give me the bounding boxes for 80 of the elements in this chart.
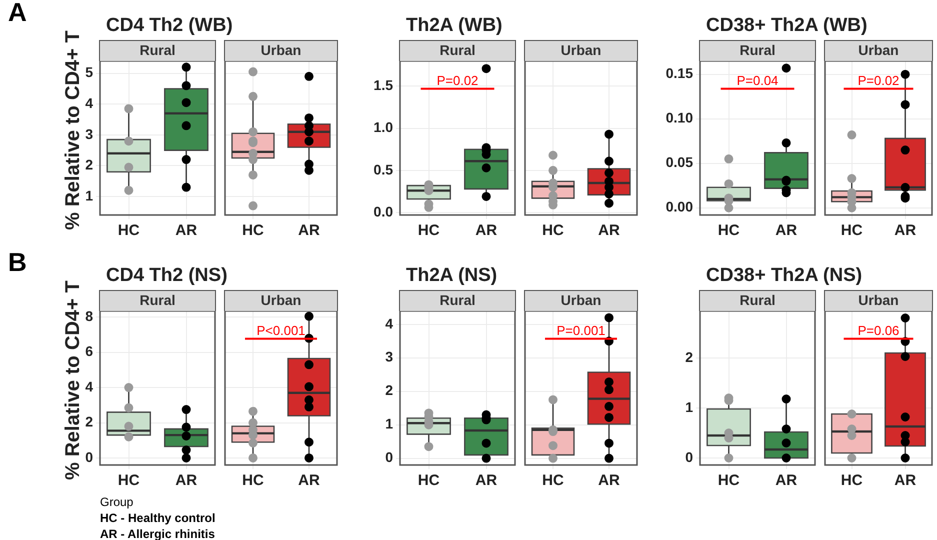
x-tick-label: HC	[542, 222, 564, 240]
y-tick-label: 0.05	[666, 154, 694, 170]
x-tick-label: HC	[242, 222, 264, 240]
chart-subtitle: Urban	[224, 290, 338, 311]
y-tick-label: 1	[685, 398, 694, 415]
y-tick-label: 2	[685, 348, 694, 365]
y-tick-label: 0	[85, 448, 94, 465]
x-tick-label: HC	[418, 472, 440, 490]
x-tick-label: AR	[298, 222, 320, 240]
x-tick-label: HC	[118, 472, 140, 490]
annotation: P=0.001	[556, 322, 606, 338]
x-tick-label: HC	[542, 472, 564, 490]
y-axis-title: % Relative to CD4+ T	[62, 30, 85, 230]
chart-subtitle: Urban	[524, 290, 638, 311]
text: HC - Healthy control	[100, 511, 216, 525]
y-tick-label: 0.00	[666, 198, 694, 215]
annotation: P=0.06	[858, 322, 900, 338]
y-axis-title: % Relative to CD4+ T	[62, 280, 85, 480]
y-tick-label: 4	[85, 94, 94, 111]
chart-subtitle: Rural	[399, 40, 516, 61]
y-tick-label: 2	[385, 382, 394, 398]
y-tick-label: 0.10	[666, 110, 694, 126]
chart-title: CD38+ Th2A (WB)	[706, 15, 868, 37]
y-tick-label: 8	[85, 308, 94, 324]
chart-subtitle: Urban	[824, 40, 933, 61]
annotation: P<0.001	[256, 322, 306, 338]
x-tick-label: AR	[298, 472, 320, 490]
y-tick-label: 1	[385, 416, 394, 432]
y-tick-label: 4	[385, 315, 394, 332]
x-tick-label: AR	[475, 222, 498, 240]
y-tick-label: 0.5	[374, 161, 394, 178]
chart-title: CD4 Th2 (NS)	[106, 265, 228, 287]
chart-subtitle: Rural	[99, 290, 216, 311]
x-tick-label: AR	[175, 222, 198, 240]
text: A	[8, 0, 27, 28]
y-tick-label: 3	[85, 126, 94, 142]
chart-title: Th2A (WB)	[406, 15, 502, 37]
chart-subtitle: Urban	[224, 40, 338, 61]
y-tick-label: 0.15	[666, 65, 694, 82]
x-tick-label: AR	[775, 472, 798, 490]
chart-title: Th2A (NS)	[406, 265, 498, 287]
x-tick-label: AR	[598, 472, 620, 490]
y-tick-label: 2	[85, 414, 94, 430]
y-tick-label: 5	[85, 64, 94, 80]
text: B	[8, 247, 27, 278]
x-tick-label: HC	[242, 472, 264, 490]
y-tick-label: 2	[85, 156, 94, 173]
chart-subtitle: Rural	[699, 40, 816, 61]
chart-title: CD38+ Th2A (NS)	[706, 265, 862, 287]
x-tick-label: AR	[598, 222, 620, 240]
chart-subtitle: Urban	[824, 290, 933, 311]
y-tick-label: 3	[385, 348, 394, 365]
annotation: P=0.04	[736, 72, 778, 88]
chart-subtitle: Rural	[99, 40, 216, 61]
y-tick-label: 4	[85, 378, 94, 394]
x-tick-label: AR	[175, 472, 198, 490]
x-tick-label: HC	[418, 222, 440, 240]
annotation: P=0.02	[858, 72, 900, 88]
y-tick-label: 1.5	[374, 77, 394, 94]
x-tick-label: HC	[718, 472, 740, 490]
y-tick-label: 0	[685, 448, 694, 465]
y-tick-label: 6	[85, 343, 94, 360]
y-tick-label: 1	[85, 187, 94, 204]
x-tick-label: HC	[118, 222, 140, 240]
annotation: P=0.02	[436, 72, 478, 88]
x-tick-label: AR	[475, 472, 498, 490]
y-tick-label: 0	[385, 449, 394, 466]
chart-title: CD4 Th2 (WB)	[106, 15, 233, 37]
x-tick-label: HC	[718, 222, 740, 240]
chart-subtitle: Rural	[399, 290, 516, 311]
x-tick-label: HC	[840, 472, 863, 490]
x-tick-label: AR	[894, 222, 916, 240]
x-tick-label: HC	[840, 222, 863, 240]
y-tick-label: 0.0	[374, 203, 394, 220]
y-tick-label: 1.0	[374, 119, 394, 136]
chart-subtitle: Urban	[524, 40, 638, 61]
text: Group	[100, 495, 134, 509]
x-tick-label: AR	[894, 472, 916, 490]
x-tick-label: AR	[775, 222, 798, 240]
chart-subtitle: Rural	[699, 290, 816, 311]
